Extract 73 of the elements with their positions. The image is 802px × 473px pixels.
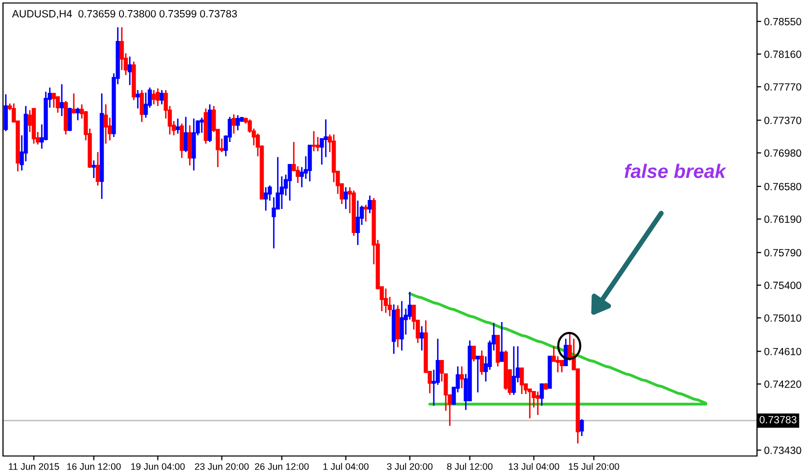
text: AUDUSD,H4 0.73659 0.73800 0.73599 0.73783 [12,10,237,19]
y-tick-label: 0.77770 [764,83,802,91]
candlestick [76,106,80,121]
candlestick [364,204,368,222]
candlestick [4,94,8,132]
candlestick [472,346,476,362]
candlestick [160,89,164,106]
x-tick-label: 23 Jun 20:00 [194,463,249,470]
candlestick [152,89,156,106]
candlestick [272,196,276,250]
ref-line-label: 0.73783 [760,416,796,424]
y-tick-label: 0.78550 [764,18,802,26]
x-tick-label: 16 Jun 12:00 [67,463,121,470]
candlestick [384,288,388,314]
candlestick [564,338,568,366]
y-tick-label: 0.74610 [764,348,802,356]
candlestick [92,160,96,179]
candlestick [536,390,540,416]
y-tick-label: 0.75400 [764,282,802,290]
x-tick-label: 8 Jul 12:00 [447,462,493,470]
candlestick [400,300,404,352]
candlestick [128,56,132,86]
candlestick [288,164,292,202]
candlestick [120,26,124,71]
x-tick-label: 15 Jul 20:00 [568,462,620,470]
y-tick-label: 0.76980 [764,149,802,157]
candlestick [200,117,204,134]
y-tick-label: 0.78160 [764,50,802,58]
y-tick-label: 0.75010 [764,314,802,322]
candlestick [136,89,140,110]
candlestick [520,367,524,395]
candlestick [540,383,544,406]
candlestick [72,92,76,114]
candlestick [236,114,240,131]
candlestick [140,89,144,123]
candlestick [60,84,64,117]
candlestick [144,92,148,118]
candlestick [512,346,516,396]
y-tick-label: 0.73430 [764,446,802,454]
x-tick-label: 19 Jun 04:00 [131,463,185,470]
y-tick-label: 0.75790 [764,249,802,256]
y-tick-label: 0.74220 [764,380,802,388]
candlestick [368,194,372,214]
x-tick-label: 3 Jul 20:00 [387,462,433,470]
x-tick-label: 26 Jun 12:00 [254,463,309,470]
candlestick [184,116,188,153]
annotation: false break [624,164,726,178]
candlestick [68,106,72,132]
x-tick-label: 1 Jul 04:00 [323,462,369,470]
candlestick [556,356,560,373]
candlestick [56,96,60,114]
candlestick [460,366,464,389]
candlestick [176,118,180,134]
candlestick [96,151,100,186]
candlestick [324,118,328,158]
candlestick [344,186,348,210]
candlestick [264,186,268,212]
candlestick [104,104,108,144]
y-tick-label: 0.76190 [764,216,802,223]
candlestick [52,92,56,108]
candlestick [560,360,564,373]
y-tick-label: 0.77370 [764,116,802,124]
candlestick [420,326,424,352]
candlestick [476,356,480,394]
candlestick [356,200,360,246]
x-tick-label: 13 Jul 04:00 [508,462,560,470]
candlestick [480,350,484,376]
x-tick-label: 11 Jun 2015 [8,463,60,470]
candlestick [500,321,504,362]
y-tick-label: 0.76580 [764,182,802,190]
candlestick [156,88,160,107]
candlestick [580,418,584,437]
candlestick [232,114,236,134]
